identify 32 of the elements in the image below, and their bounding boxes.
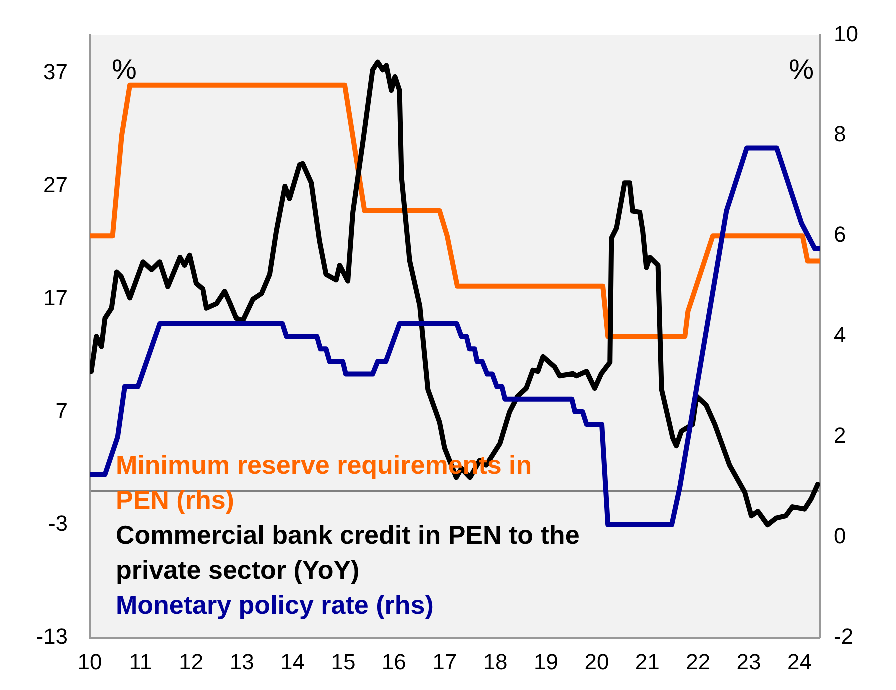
x-tick-label: 13 xyxy=(230,649,254,674)
y-tick-label: 17 xyxy=(44,285,68,310)
y2-tick-label: 10 xyxy=(834,21,858,46)
x-tick-label: 17 xyxy=(432,649,458,674)
y2-tick-label: 4 xyxy=(834,322,846,348)
x-tick-label: 16 xyxy=(382,649,406,674)
y-tick-label: 7 xyxy=(56,398,68,424)
y2-tick-label: 8 xyxy=(834,122,846,147)
x-tick-label: 15 xyxy=(331,649,356,674)
y-tick-label: -13 xyxy=(36,624,68,650)
y2-tick-label: 6 xyxy=(834,222,846,248)
y2-tick-label: -2 xyxy=(834,624,854,650)
x-tick-label: 11 xyxy=(129,649,152,674)
x-tick-label: 12 xyxy=(179,649,204,674)
text: Commercial bank credit in PEN to the private sector (YoY) xyxy=(116,520,580,585)
x-tick-label: 24 xyxy=(787,649,812,674)
y2-tick-label: 0 xyxy=(834,524,846,549)
annotation: % xyxy=(789,54,814,85)
y-tick-label: 37 xyxy=(44,60,68,85)
x-tick-label: 10 xyxy=(78,649,102,674)
x-tick-label: 23 xyxy=(736,649,762,674)
x-tick-label: 22 xyxy=(686,649,711,674)
y-tick-label: -3 xyxy=(48,511,68,536)
x-tick-label: 20 xyxy=(584,649,610,674)
y2-tick-label: 2 xyxy=(834,423,846,448)
x-tick-label: 18 xyxy=(483,649,508,674)
annotation: % xyxy=(112,54,137,85)
x-tick-label: 19 xyxy=(534,649,558,674)
x-tick-label: 14 xyxy=(280,649,306,674)
x-tick-label: 21 xyxy=(635,649,660,674)
text: Monetary policy rate (rhs) xyxy=(116,590,434,620)
y-tick-label: 27 xyxy=(44,172,68,198)
